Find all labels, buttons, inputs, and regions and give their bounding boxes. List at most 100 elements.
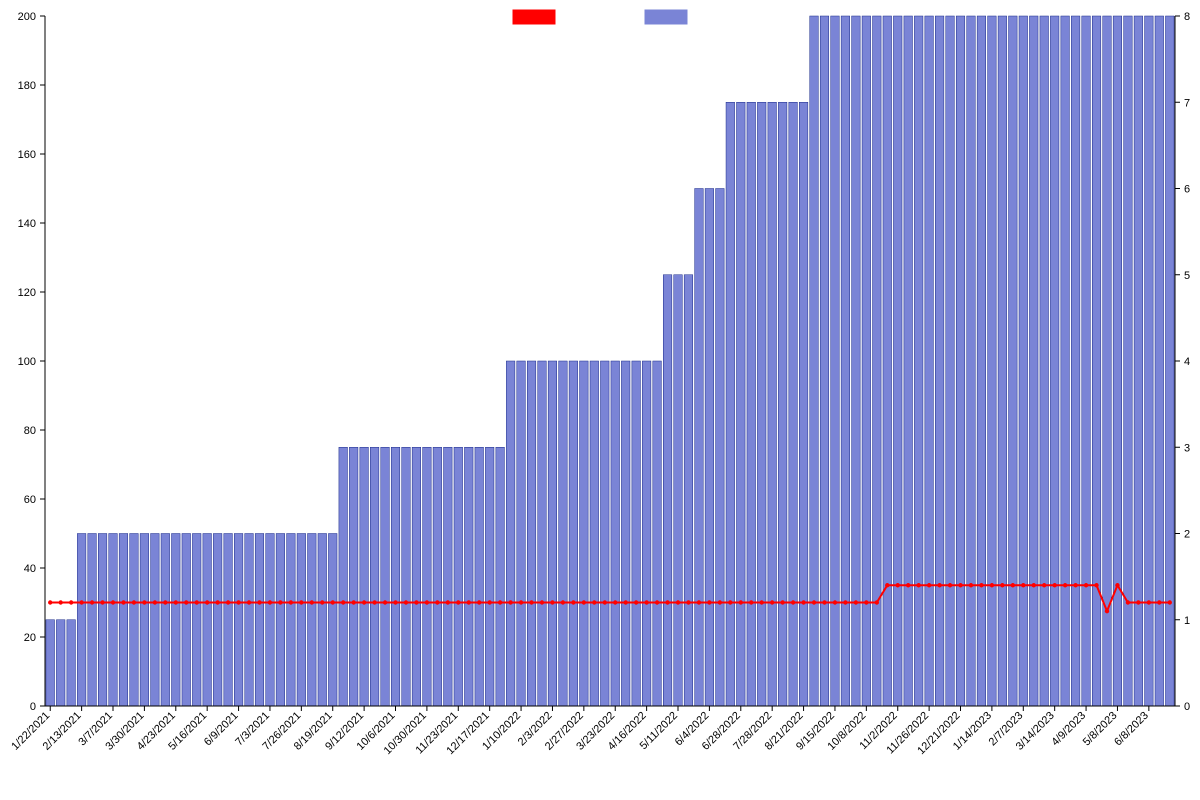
bar [349,447,358,706]
bar [883,16,892,706]
line-marker [58,600,62,604]
line-marker [477,600,481,604]
bar [1113,16,1122,706]
bar [308,534,317,707]
bar [161,534,170,707]
line-marker [163,600,167,604]
line-marker [341,600,345,604]
line-marker [969,583,973,587]
bar [287,534,296,707]
bar [454,447,463,706]
line-marker [372,600,376,604]
bar [109,534,118,707]
line-marker [843,600,847,604]
chart-container: 0204060801001201401601802000123456781/22… [0,0,1200,800]
line-marker [69,600,73,604]
bar [98,534,107,707]
bar [444,447,453,706]
line-marker [100,600,104,604]
bar [46,620,55,706]
bar [1071,16,1080,706]
line-marker [676,600,680,604]
line-marker [644,600,648,604]
line-marker [404,600,408,604]
y-left-label: 120 [18,287,36,299]
bar [716,189,725,707]
line-marker [289,600,293,604]
bar [496,447,505,706]
line-marker [1021,583,1025,587]
bar [674,275,683,706]
line-marker [854,600,858,604]
y-left-label: 160 [18,149,36,161]
bar [548,361,557,706]
y-left-label: 100 [18,356,36,368]
bar [768,102,777,706]
legend-swatch-bar [645,10,687,24]
bar [799,102,808,706]
line-marker [184,600,188,604]
bar [171,534,180,707]
line-marker [132,600,136,604]
bar [391,447,400,706]
line-marker [1032,583,1036,587]
bar [914,16,923,706]
bar [412,447,421,706]
y-right-label: 5 [1184,270,1190,282]
line-marker [268,600,272,604]
bar [255,534,264,707]
bar [580,361,589,706]
bar [977,16,986,706]
line-marker [561,600,565,604]
combo-chart: 0204060801001201401601802000123456781/22… [0,0,1200,800]
line-marker [446,600,450,604]
bar [423,447,432,706]
line-marker [383,600,387,604]
line-marker [1115,583,1119,587]
line-marker [613,600,617,604]
bar [559,361,568,706]
line-marker [362,600,366,604]
bar [538,361,547,706]
bar [360,447,369,706]
bar [370,447,379,706]
line-marker [111,600,115,604]
bar [328,534,337,707]
line-marker [906,583,910,587]
line-marker [937,583,941,587]
line-marker [1011,583,1015,587]
bar [632,361,641,706]
line-marker [770,600,774,604]
line-marker [791,600,795,604]
bar [485,447,494,706]
bar [517,361,526,706]
line-marker [205,600,209,604]
bar [569,361,578,706]
bar [475,447,484,706]
bar [621,361,630,706]
line-marker [351,600,355,604]
bar [757,102,766,706]
bar [590,361,599,706]
y-left-label: 180 [18,80,36,92]
y-right-label: 1 [1184,615,1190,627]
y-right-label: 0 [1184,701,1190,713]
line-marker [990,583,994,587]
line-marker [707,600,711,604]
y-left-label: 0 [30,701,36,713]
line-marker [864,600,868,604]
bar [245,534,254,707]
bar [266,534,275,707]
line-marker [226,600,230,604]
y-right-label: 3 [1184,442,1190,454]
line-marker [498,600,502,604]
line-marker [1168,600,1172,604]
bar [119,534,128,707]
line-marker [320,600,324,604]
bar [1050,16,1059,706]
line-marker [519,600,523,604]
bar [464,447,473,706]
line-marker [456,600,460,604]
bar [224,534,233,707]
bar [151,534,160,707]
